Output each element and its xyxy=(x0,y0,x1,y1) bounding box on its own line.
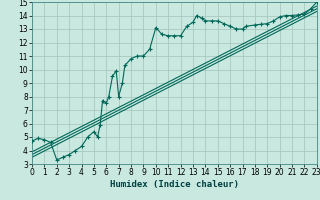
X-axis label: Humidex (Indice chaleur): Humidex (Indice chaleur) xyxy=(110,180,239,189)
